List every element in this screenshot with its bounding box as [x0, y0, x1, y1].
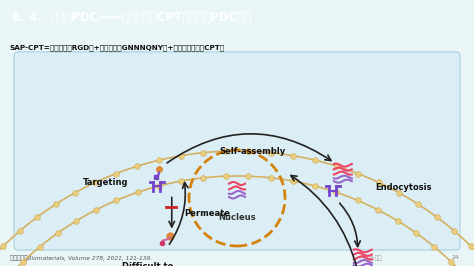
Text: Nucleus: Nucleus: [218, 214, 256, 222]
Text: Targeting: Targeting: [83, 178, 129, 187]
Text: Permeate: Permeate: [184, 209, 230, 218]
Text: 知乎 @成成: 知乎 @成成: [360, 255, 382, 261]
FancyBboxPatch shape: [14, 52, 460, 250]
Text: 24: 24: [452, 256, 460, 260]
Text: Endocytosis: Endocytosis: [375, 183, 431, 192]
Text: 图源文献：Biomaterials, Volume 278, 2021, 121-139.: 图源文献：Biomaterials, Volume 278, 2021, 121…: [10, 255, 152, 261]
Text: 6. 4.  自组装PDC——以喜树碱（CPT）自组装PDC为例: 6. 4. 自组装PDC——以喜树碱（CPT）自组装PDC为例: [12, 11, 251, 24]
Text: SAP-CPT=靶向模块（RGD）+组装模块（GNNNQNY）+有效载荷模块（CPT）: SAP-CPT=靶向模块（RGD）+组装模块（GNNNQNY）+有效载荷模块（C…: [10, 45, 225, 51]
Text: Difficult to
enter nucleus: Difficult to enter nucleus: [115, 261, 181, 266]
Text: Self-assembly: Self-assembly: [219, 147, 286, 156]
